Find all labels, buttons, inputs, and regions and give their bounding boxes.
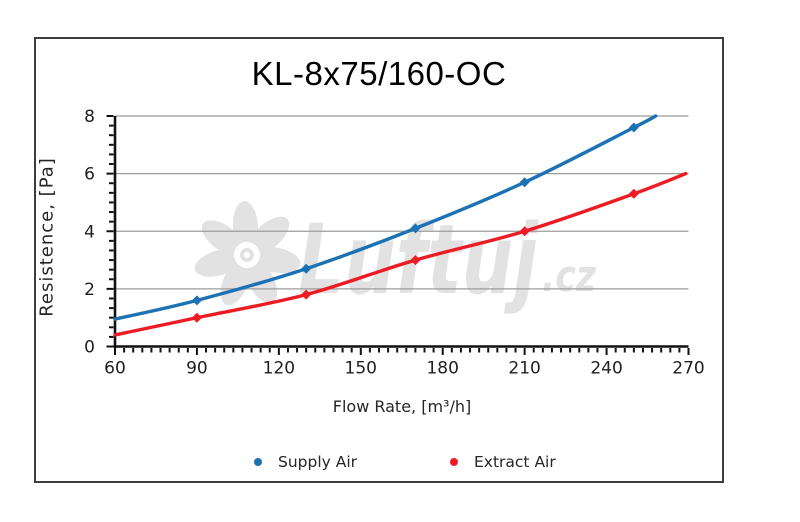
extract-air-marker [519, 226, 530, 237]
watermark-fan-blade [244, 257, 278, 304]
extract-air-legend-marker [450, 457, 458, 466]
supply-air-marker [410, 223, 421, 234]
extract-air-marker [410, 255, 421, 266]
supply-air-legend-marker [254, 457, 262, 466]
supply-air-marker [519, 177, 530, 188]
watermark-fan-blade [201, 220, 246, 256]
watermark-fan-hub-hole [244, 252, 250, 258]
y-tick-label: 6 [84, 165, 95, 185]
supply-air-marker [628, 122, 639, 133]
supply-air-marker [191, 295, 202, 306]
y-tick-label: 8 [84, 107, 95, 127]
x-tick-label: 240 [590, 359, 622, 379]
x-tick-label: 90 [186, 359, 208, 379]
supply-air-legend-label: Supply Air [278, 452, 358, 471]
x-tick-label: 150 [345, 359, 377, 379]
extract-air-legend-label: Extract Air [474, 452, 556, 471]
y-tick-label: 0 [84, 338, 95, 358]
y-tick-label: 2 [84, 280, 95, 300]
extract-air-marker [191, 312, 202, 323]
x-tick-label: 210 [508, 359, 540, 379]
x-axis-title: Flow Rate, [m³/h] [332, 397, 472, 416]
x-tick-label: 120 [263, 359, 295, 379]
watermark-fan-blade [248, 216, 290, 255]
legend-item-supply-air: Supply Air [254, 452, 358, 471]
x-tick-label: 60 [104, 359, 126, 379]
legend-item-extract-air: Extract Air [450, 452, 556, 471]
y-tick-label: 4 [84, 222, 95, 242]
chart-frame: Luftuj .cz 0 2 4 6 8 60 90 120 150 180 210 240 270 KL-… [34, 37, 724, 483]
extract-air-marker [628, 188, 639, 199]
extract-air-marker [301, 289, 312, 300]
watermark-fan-blade [194, 249, 244, 277]
y-axis-title: Resistence, [Pa] [36, 157, 58, 317]
x-tick-label: 270 [672, 359, 704, 379]
chart-title: KL-8x75/160-OC [251, 55, 507, 92]
watermark-suffix-text: .cz [542, 251, 596, 302]
x-tick-label: 180 [426, 359, 458, 379]
supply-air-marker [301, 263, 312, 274]
